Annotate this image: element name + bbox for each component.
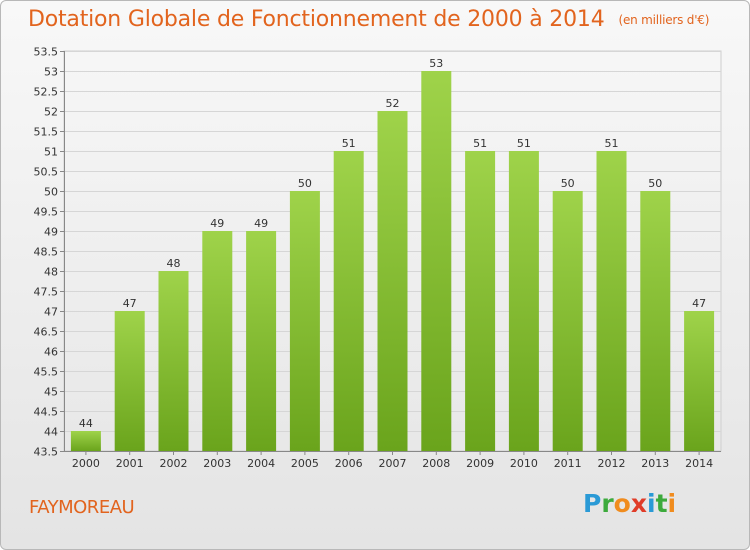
bar bbox=[202, 231, 233, 451]
x-tick-label: 2010 bbox=[510, 457, 538, 470]
value-label: 47 bbox=[692, 297, 706, 310]
y-tick-label: 50.5 bbox=[34, 166, 59, 179]
y-tick-label: 45.5 bbox=[34, 366, 59, 379]
y-tick-label: 44 bbox=[44, 426, 58, 439]
labels: 43.5 44 44.5 45 45.5 46 46.5 47 47.5 48 48.5 49 49.5… bbox=[34, 46, 714, 471]
bar bbox=[377, 111, 408, 451]
value-label: 51 bbox=[473, 137, 487, 150]
logo-letter: x bbox=[630, 489, 647, 518]
value-label: 47 bbox=[123, 297, 137, 310]
x-tick-label: 2005 bbox=[291, 457, 319, 470]
bar bbox=[508, 151, 539, 451]
value-label: 49 bbox=[210, 217, 224, 230]
value-label: 51 bbox=[605, 137, 619, 150]
bar bbox=[70, 431, 101, 451]
y-tick-label: 53.5 bbox=[34, 46, 59, 59]
bar bbox=[684, 311, 715, 451]
y-tick-label: 51.5 bbox=[34, 126, 59, 139]
y-tick-label: 44.5 bbox=[34, 406, 59, 419]
logo-letter: o bbox=[613, 489, 631, 518]
value-label: 51 bbox=[342, 137, 356, 150]
x-tick-label: 2014 bbox=[685, 457, 713, 470]
x-tick-label: 2003 bbox=[203, 457, 231, 470]
logo-letter: P bbox=[583, 489, 602, 518]
x-tick-label: 2013 bbox=[641, 457, 669, 470]
y-tick-label: 49 bbox=[44, 226, 58, 239]
x-tick-label: 2007 bbox=[379, 457, 407, 470]
value-label: 44 bbox=[79, 417, 93, 430]
bar bbox=[114, 311, 145, 451]
bar bbox=[640, 191, 671, 451]
chart-subtitle: (en milliers d'€) bbox=[618, 13, 710, 27]
bar bbox=[552, 191, 583, 451]
y-tick-label: 46.5 bbox=[34, 326, 59, 339]
bar bbox=[158, 271, 189, 451]
value-label: 49 bbox=[254, 217, 268, 230]
y-tick-label: 51 bbox=[44, 146, 58, 159]
y-tick-label: 49.5 bbox=[34, 206, 59, 219]
x-tick-label: 2009 bbox=[466, 457, 494, 470]
y-tick-label: 47 bbox=[44, 306, 58, 319]
x-tick-label: 2002 bbox=[160, 457, 188, 470]
bar bbox=[333, 151, 364, 451]
y-tick-label: 45 bbox=[44, 386, 58, 399]
proxiti-logo: Proxiti bbox=[583, 489, 676, 518]
bar bbox=[465, 151, 496, 451]
bar bbox=[289, 191, 320, 451]
bars bbox=[70, 71, 715, 451]
value-label: 51 bbox=[517, 137, 531, 150]
y-tick-label: 46 bbox=[44, 346, 58, 359]
value-label: 50 bbox=[298, 177, 312, 190]
commune-name: FAYMOREAU bbox=[29, 497, 135, 518]
y-tick-label: 50 bbox=[44, 186, 58, 199]
y-tick-label: 53 bbox=[44, 66, 58, 79]
x-tick-label: 2011 bbox=[554, 457, 582, 470]
x-tick-label: 2001 bbox=[116, 457, 144, 470]
bar bbox=[421, 71, 452, 451]
y-tick-label: 48 bbox=[44, 266, 58, 279]
logo-letter: t bbox=[655, 489, 668, 518]
bar bbox=[596, 151, 627, 451]
x-tick-label: 2000 bbox=[72, 457, 100, 470]
logo-letter: i bbox=[667, 489, 677, 518]
logo-letter: r bbox=[601, 489, 614, 518]
x-tick-label: 2004 bbox=[247, 457, 275, 470]
chart-title: Dotation Globale de Fonctionnement de 20… bbox=[28, 7, 709, 32]
value-label: 53 bbox=[429, 57, 443, 70]
y-tick-label: 48.5 bbox=[34, 246, 59, 259]
axes bbox=[60, 51, 721, 455]
y-tick-label: 52 bbox=[44, 106, 58, 119]
y-tick-label: 47.5 bbox=[34, 286, 59, 299]
value-label: 50 bbox=[648, 177, 662, 190]
x-tick-label: 2006 bbox=[335, 457, 363, 470]
bar bbox=[246, 231, 277, 451]
value-label: 52 bbox=[386, 97, 400, 110]
x-tick-label: 2012 bbox=[598, 457, 626, 470]
x-tick-label: 2008 bbox=[422, 457, 450, 470]
y-tick-label: 43.5 bbox=[34, 446, 59, 459]
chart-title-text: Dotation Globale de Fonctionnement de 20… bbox=[28, 7, 605, 32]
logo-letter: i bbox=[647, 489, 656, 518]
value-label: 48 bbox=[167, 257, 181, 270]
value-label: 50 bbox=[561, 177, 575, 190]
y-tick-label: 52.5 bbox=[34, 86, 59, 99]
